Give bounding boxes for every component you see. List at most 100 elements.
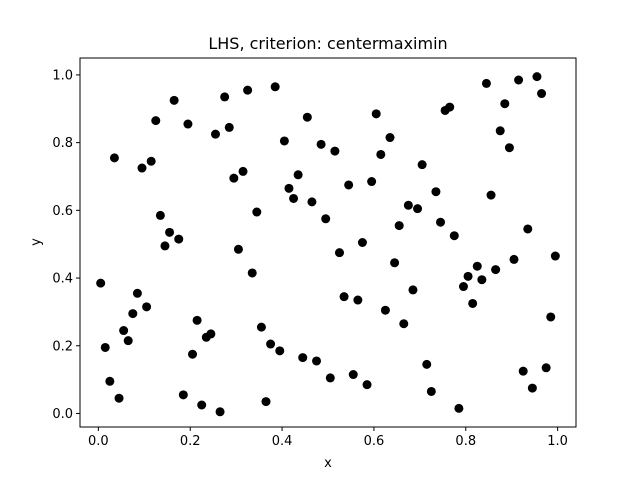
data-point: [96, 278, 106, 288]
data-point: [532, 72, 542, 82]
data-point: [146, 156, 156, 166]
data-point: [449, 231, 459, 241]
data-point: [307, 197, 317, 207]
data-point: [394, 221, 404, 231]
data-point: [509, 254, 519, 264]
data-point: [142, 302, 152, 312]
data-point: [357, 238, 367, 247]
data-point: [215, 407, 225, 417]
data-point: [472, 261, 482, 271]
data-point: [298, 353, 308, 363]
data-point: [261, 397, 271, 407]
data-point: [289, 193, 299, 203]
x-tick-label: 0.2: [180, 434, 201, 449]
data-point: [546, 312, 556, 322]
data-point: [123, 336, 133, 346]
data-point: [500, 99, 510, 109]
data-point: [188, 349, 198, 359]
data-point: [380, 305, 390, 315]
data-point: [344, 180, 354, 190]
data-point: [518, 366, 528, 376]
data-point: [463, 271, 473, 281]
data-point: [132, 288, 142, 298]
data-point: [206, 329, 216, 339]
data-point: [233, 244, 243, 254]
chart-title: LHS, criterion: centermaximin: [208, 34, 447, 53]
data-point: [302, 112, 312, 122]
data-point: [353, 295, 363, 305]
data-point: [316, 139, 326, 149]
x-axis-label: x: [324, 456, 332, 471]
data-point: [550, 251, 560, 261]
y-tick-label: 0.4: [52, 272, 73, 287]
x-tick-label: 0.0: [88, 434, 109, 449]
ticks-layer: 0.0 0.2 0.4 0.6 0.8 1.0 0.0 0.2 0.4 0.6 0.8 1.0: [52, 68, 568, 449]
data-point: [183, 119, 193, 129]
data-point: [362, 380, 372, 390]
data-point: [514, 75, 524, 85]
data-point: [252, 207, 262, 217]
data-point: [495, 126, 505, 136]
data-point: [160, 241, 170, 251]
data-point: [321, 214, 331, 224]
data-point: [210, 129, 220, 139]
data-point: [119, 326, 129, 336]
data-point: [367, 177, 377, 187]
data-point: [256, 322, 266, 332]
data-point: [371, 109, 381, 119]
data-point: [348, 370, 358, 380]
data-point: [334, 248, 344, 258]
data-point: [220, 92, 230, 102]
data-point: [523, 224, 533, 234]
data-point: [325, 373, 335, 383]
data-point: [238, 166, 248, 176]
data-point: [422, 359, 432, 369]
data-point: [197, 400, 207, 410]
points-layer: [96, 72, 560, 417]
data-point: [385, 133, 395, 143]
data-point: [477, 275, 487, 285]
data-point: [445, 102, 455, 112]
data-point: [339, 292, 349, 302]
data-point: [105, 376, 115, 386]
data-point: [458, 282, 468, 292]
data-point: [431, 187, 441, 197]
data-point: [481, 78, 491, 88]
data-point: [417, 160, 427, 170]
data-point: [454, 403, 464, 413]
x-tick-label: 0.8: [455, 434, 476, 449]
data-point: [284, 183, 294, 193]
y-axis-label: y: [29, 238, 44, 246]
data-point: [178, 390, 188, 400]
data-point: [100, 342, 110, 352]
data-point: [537, 89, 547, 99]
x-tick-label: 0.6: [364, 434, 385, 449]
data-point: [279, 136, 289, 146]
data-point: [436, 217, 446, 227]
data-point: [109, 153, 119, 163]
data-point: [491, 265, 501, 275]
data-point: [527, 383, 537, 393]
data-point: [137, 163, 147, 173]
data-point: [229, 173, 239, 183]
x-tick-label: 1.0: [547, 434, 568, 449]
y-tick-label: 0.6: [52, 204, 73, 219]
y-tick-label: 0.8: [52, 136, 73, 151]
data-point: [243, 85, 253, 95]
y-tick-label: 0.2: [52, 339, 73, 354]
data-point: [275, 346, 285, 356]
data-point: [468, 298, 478, 308]
data-point: [169, 95, 179, 105]
data-point: [293, 170, 303, 180]
data-point: [312, 356, 322, 366]
data-point: [330, 146, 340, 156]
data-point: [426, 386, 436, 396]
data-point: [403, 200, 413, 210]
plot-frame: [79, 57, 577, 428]
data-point: [114, 393, 124, 403]
data-point: [155, 210, 165, 220]
x-tick-label: 0.4: [272, 434, 293, 449]
data-point: [224, 122, 234, 132]
